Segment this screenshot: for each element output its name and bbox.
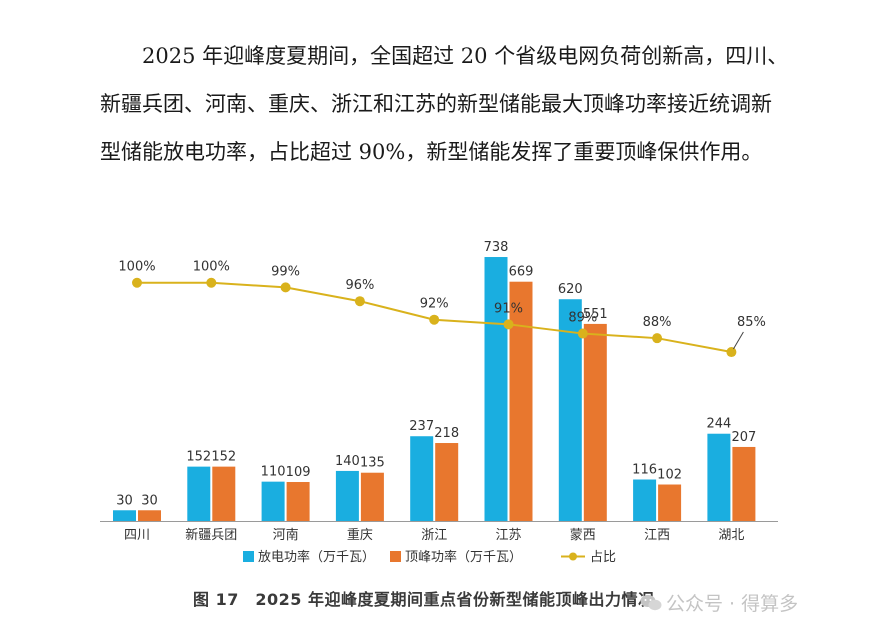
bar-discharge xyxy=(484,257,508,521)
x-tick-label: 新疆兵团 xyxy=(185,527,237,543)
bar-value-label: 669 xyxy=(509,265,534,280)
ratio-value-label: 85% xyxy=(737,315,766,330)
watermark-text: 公众号 · 得算多 xyxy=(666,593,799,615)
bar-discharge xyxy=(707,433,731,521)
x-tick-label: 江苏 xyxy=(495,527,521,543)
ratio-point xyxy=(577,328,588,339)
ratio-point xyxy=(503,319,514,330)
ratio-value-label: 89% xyxy=(568,311,597,326)
ratio-point xyxy=(726,347,737,358)
x-tick-label: 四川 xyxy=(124,528,150,543)
bar-peak xyxy=(509,281,533,521)
ratio-point xyxy=(132,277,142,288)
ratio-value-label: 99% xyxy=(271,264,300,279)
bar-value-label: 237 xyxy=(409,419,434,434)
intro-paragraph: 2025 年迎峰度夏期间，全国超过 20 个省级电网负荷创新高，四川、新疆兵团、… xyxy=(100,44,789,164)
bar-value-label: 116 xyxy=(632,463,657,478)
x-tick-label: 河南 xyxy=(273,527,299,543)
ratio-value-label: 91% xyxy=(494,301,523,316)
ratio-point xyxy=(280,282,291,293)
legend-marker-ratio xyxy=(569,552,577,561)
bar-discharge xyxy=(187,466,211,521)
bar-value-label: 207 xyxy=(731,430,756,445)
bar-value-label: 551 xyxy=(583,307,608,322)
ratio-value-label: 96% xyxy=(345,278,374,293)
bar-value-label: 110 xyxy=(261,465,286,480)
figure-caption: 图 17 2025 年迎峰度夏期间重点省份新型储能顶峰出力情况 xyxy=(193,590,655,609)
legend-swatch-discharge xyxy=(243,551,254,562)
bar-value-label: 152 xyxy=(186,450,211,465)
bar-value-label: 102 xyxy=(657,468,682,483)
ratio-value-label: 88% xyxy=(643,315,672,330)
bar-discharge xyxy=(261,481,285,521)
ratio-value-label: 100% xyxy=(193,260,230,275)
bar-value-label: 109 xyxy=(286,465,311,480)
bar-value-label: 140 xyxy=(335,454,360,469)
bar-discharge xyxy=(410,436,434,521)
ratio-leader-line xyxy=(732,331,744,350)
bar-discharge xyxy=(633,479,657,521)
bar-value-label: 218 xyxy=(434,426,459,441)
bar-peak xyxy=(583,323,607,521)
legend-swatch-peak xyxy=(390,551,401,562)
x-tick-label: 湖北 xyxy=(718,528,744,543)
x-tick-label: 江西 xyxy=(644,528,670,543)
x-tick-label: 重庆 xyxy=(347,527,373,543)
bar-discharge xyxy=(558,299,582,521)
watermark: 公众号 · 得算多 xyxy=(640,589,798,616)
ratio-point xyxy=(354,296,365,307)
bar-peak xyxy=(732,446,756,521)
wechat-icon xyxy=(640,595,662,611)
legend-label: 占比 xyxy=(590,550,616,565)
legend-label: 放电功率（万千瓦） xyxy=(258,549,375,565)
ratio-value-label: 92% xyxy=(420,297,449,312)
bar-peak xyxy=(212,466,236,521)
x-tick-label: 浙江 xyxy=(421,528,447,543)
bar-peak xyxy=(435,443,459,521)
ratio-value-label: 100% xyxy=(118,260,155,275)
bar-discharge xyxy=(113,510,136,521)
ratio-point xyxy=(429,314,440,325)
bar-peak xyxy=(286,482,310,521)
bar-value-label: 620 xyxy=(558,282,583,297)
bar-peak xyxy=(360,472,384,521)
bar-peak xyxy=(138,510,161,521)
bar-value-label: 244 xyxy=(706,417,731,432)
ratio-point xyxy=(652,333,663,344)
storage-peak-chart: 30 30 四川 152 152 新疆兵团 110 109 河南 140 135 重庆 237 218 浙江… xyxy=(100,240,778,565)
bar-value-label: 135 xyxy=(360,456,385,471)
bar-value-label: 30 xyxy=(141,493,158,508)
bar-peak xyxy=(658,484,682,521)
bar-value-label: 738 xyxy=(484,240,509,255)
bar-discharge xyxy=(335,470,359,521)
bar-value-label: 30 xyxy=(116,493,133,508)
x-tick-label: 蒙西 xyxy=(570,528,596,543)
ratio-point xyxy=(206,277,217,288)
bar-value-label: 152 xyxy=(211,450,236,465)
legend-label: 顶峰功率（万千瓦） xyxy=(405,549,522,565)
